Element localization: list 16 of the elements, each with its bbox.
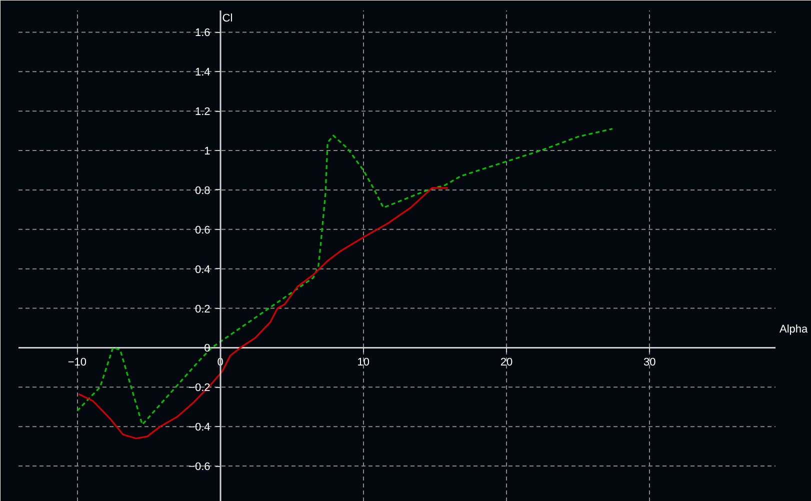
y-tick-label: 0.4 xyxy=(194,264,210,276)
x-axis-title: Alpha xyxy=(780,324,809,336)
y-tick-label: −0.6 xyxy=(188,461,210,474)
x-tick-label: 30 xyxy=(643,356,656,369)
y-tick-label: 1.2 xyxy=(194,106,210,118)
y-tick-label: 0.6 xyxy=(194,224,210,236)
x-tick-label: −10 xyxy=(68,356,87,369)
y-tick-label: 1.6 xyxy=(194,27,210,40)
y-axis-title: Cl xyxy=(222,12,233,24)
y-tick-label: 1.4 xyxy=(194,66,210,79)
y-tick-label: 0.2 xyxy=(194,303,210,316)
y-tick-label: 0.8 xyxy=(194,184,210,197)
x-tick-label: 10 xyxy=(357,356,370,369)
y-tick-label: −0.4 xyxy=(188,422,210,434)
x-tick-label: 20 xyxy=(500,356,513,369)
y-tick-label: 1 xyxy=(204,146,210,158)
